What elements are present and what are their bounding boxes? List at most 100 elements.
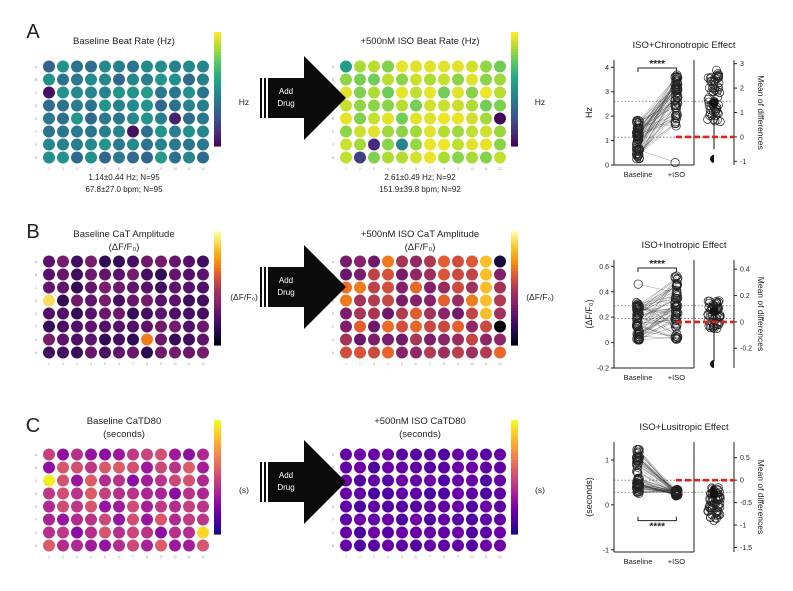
well [480,151,492,164]
well [57,294,69,307]
iso-point [671,88,682,98]
well [169,99,181,112]
colorbar-segment [214,445,221,450]
well [127,99,139,112]
well [127,73,139,86]
well [99,461,111,474]
well [480,138,492,151]
well [480,474,492,487]
colorbar-segment [214,330,221,335]
col-label: 4 [90,167,92,171]
well [169,125,181,138]
well [43,151,55,164]
col-label: 4 [90,362,92,366]
category-label: Baseline [624,373,653,382]
colorbar-segment [214,313,221,318]
well [169,268,181,281]
well [382,112,394,125]
y-tick-label: 1 [605,138,609,145]
well [197,526,209,539]
well [410,255,422,268]
well [340,255,352,268]
well [382,125,394,138]
well [197,268,209,281]
well [99,268,111,281]
col-label: 2 [359,167,361,171]
iso-colorbar [511,420,518,535]
well [396,526,408,539]
well [480,86,492,99]
well [452,138,464,151]
well [197,461,209,474]
well [155,500,167,513]
well [494,346,506,359]
well [354,138,366,151]
colorbar-segment [214,288,221,292]
colorbar-segment [214,302,221,306]
well [85,255,97,268]
colorbar-segment [214,428,221,432]
pair-line [637,121,677,154]
difference-point [712,319,722,329]
well [183,474,195,487]
well [43,346,55,359]
well [438,255,450,268]
colorbar-segment [214,327,221,332]
well [396,112,408,125]
well [99,513,111,526]
pair-line [637,455,677,492]
well [382,294,394,307]
iso-point [672,334,682,344]
well [424,461,436,474]
baseline-colorbar [214,231,221,346]
pair-line [637,306,677,311]
well [452,268,464,281]
well [127,320,139,333]
well [368,138,380,151]
colorbar-segment [511,100,518,104]
colorbar-segment [511,333,518,338]
col-label: 12 [498,555,502,559]
well [85,474,97,487]
col-label: 6 [415,362,417,366]
arrow-label-line: Drug [277,99,294,108]
well [396,346,408,359]
difference-point [710,116,720,126]
well [127,539,139,552]
well [71,526,83,539]
colorbar-segment [511,514,518,518]
well [466,125,478,138]
iso-point [670,322,681,332]
well [354,513,366,526]
well [71,255,83,268]
arrow-label-line: Drug [277,288,294,297]
well [480,461,492,474]
well [169,487,181,500]
colorbar-segment [214,431,221,435]
well [368,86,380,99]
colorbar-segment [511,60,518,64]
colorbar-segment [511,465,518,470]
well [183,138,195,151]
well [141,60,153,73]
colorbar-segment [214,474,221,478]
well [494,125,506,138]
well [424,320,436,333]
colorbar-segment [511,57,518,62]
row-label: A [332,65,335,69]
well [197,448,209,461]
baseline-colorbar [214,32,221,147]
colorbar-segment [511,496,518,501]
baseline-title: (ΔF/F₀) [109,242,140,253]
col-label: 10 [470,362,474,366]
well [410,539,422,552]
well [85,86,97,99]
well [396,461,408,474]
well [127,333,139,346]
baseline-point [632,151,643,161]
well [99,294,111,307]
col-label: 10 [173,362,177,366]
colorbar-segment [214,245,221,249]
well [452,487,464,500]
